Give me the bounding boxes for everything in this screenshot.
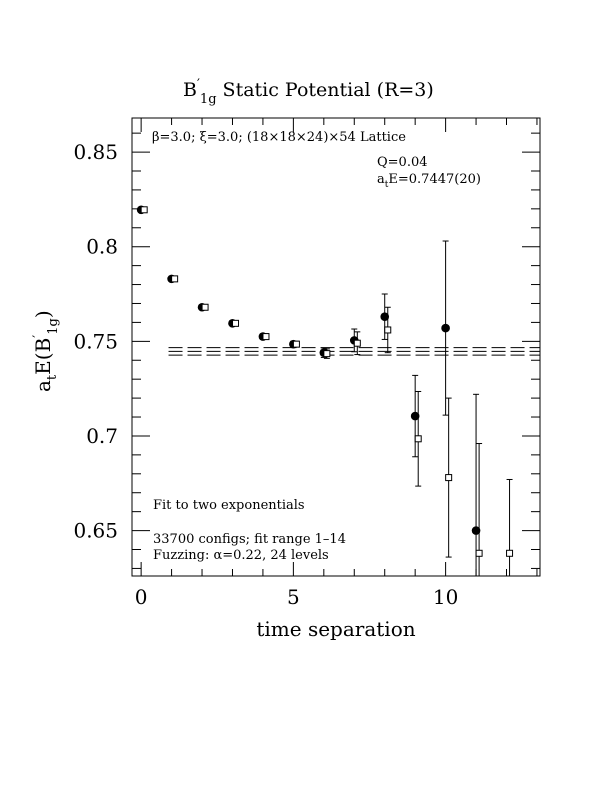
data-point: [140, 206, 148, 214]
data-point: [353, 339, 361, 347]
data-point: [441, 323, 450, 333]
data-point: [475, 549, 483, 557]
data-point: [323, 350, 331, 358]
y-axis-label: atE(B′1g): [31, 310, 61, 392]
x-tick-label: 5: [287, 585, 300, 609]
fuzzing-annotation: Fuzzing: α=0.22, 24 levels: [153, 548, 329, 563]
axis-ticks: [132, 118, 540, 576]
x-tick-label: 0: [135, 585, 148, 609]
fit-description: Fit to two exponentials: [153, 498, 305, 513]
data-point: [384, 326, 392, 334]
energy-annotation: atE=0.7447(20): [377, 172, 481, 190]
y-tick-label: 0.8: [86, 235, 118, 259]
data-point: [445, 474, 453, 482]
data-point: [292, 340, 300, 348]
data-point: [201, 303, 209, 311]
y-tick-label: 0.7: [86, 424, 118, 448]
data-point: [171, 275, 179, 283]
data-point: [232, 319, 240, 327]
data-point: [471, 526, 481, 535]
configs-annotation: 33700 configs; fit range 1–14: [153, 532, 346, 547]
chart-title: B′1g Static Potential (R=3): [183, 77, 434, 107]
y-tick-label: 0.75: [73, 329, 118, 353]
data-point: [380, 312, 390, 322]
q-annotation: Q=0.04: [377, 155, 428, 170]
tick-labels: 0 5 10 0.65 0.7 0.75 0.8 0.85: [73, 140, 458, 609]
y-tick-label: 0.85: [73, 140, 118, 164]
fit-band: [168, 347, 540, 356]
lattice-annotation: β=3.0; ξ=3.0; (18×18×24)×54 Lattice: [152, 130, 406, 145]
data-point: [410, 411, 420, 421]
data-point: [414, 435, 422, 443]
plot-frame: [131, 117, 541, 577]
x-axis-label: time separation: [256, 617, 415, 641]
data-points: [136, 205, 514, 576]
data-point: [262, 333, 270, 341]
x-tick-label: 10: [433, 585, 458, 609]
data-point: [506, 549, 514, 557]
y-tick-label: 0.65: [73, 519, 118, 543]
